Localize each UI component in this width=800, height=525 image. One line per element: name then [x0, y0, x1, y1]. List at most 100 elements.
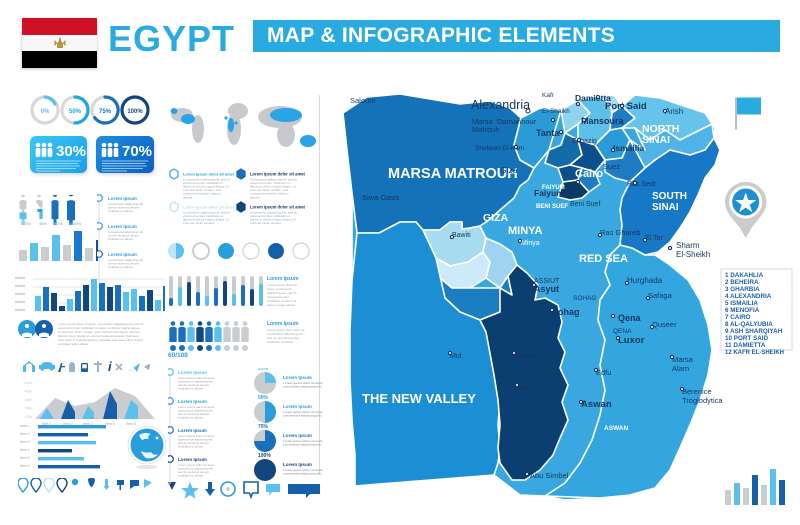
svg-text:300k: 300k [25, 398, 33, 402]
svg-text:Lorem Ipsum: Lorem Ipsum [178, 428, 207, 433]
svg-text:72%: 72% [55, 221, 63, 225]
svg-text:enim ad minim veniam.: enim ad minim veniam. [250, 221, 282, 225]
svg-text:NORTH: NORTH [642, 123, 679, 135]
svg-text:75%: 75% [99, 109, 112, 115]
svg-text:GIZA: GIZA [483, 212, 508, 224]
svg-text:6 MENOFIA: 6 MENOFIA [725, 307, 760, 314]
svg-text:Asyut: Asyut [534, 284, 559, 294]
svg-text:Luxor: Luxor [618, 335, 645, 346]
svg-text:dolore magna aliqua.: dolore magna aliqua. [267, 303, 296, 307]
svg-text:incididunt ut labore.: incididunt ut labore. [178, 445, 204, 449]
svg-text:Lorem Ipsum: Lorem Ipsum [178, 370, 207, 375]
svg-text:consectetur adipiscing elit.: consectetur adipiscing elit. [283, 443, 322, 447]
svg-text:Kharga: Kharga [514, 353, 537, 360]
svg-text:10 PORT SAID: 10 PORT SAID [725, 335, 768, 342]
svg-text:Sharm: Sharm [676, 241, 700, 250]
svg-text:incididunt ut labore.: incididunt ut labore. [108, 265, 134, 269]
svg-text:SINAI: SINAI [652, 202, 679, 213]
svg-text:Berenice: Berenice [682, 387, 712, 396]
svg-text:Baris: Baris [517, 385, 533, 392]
svg-text:Troglodytica: Troglodytica [682, 396, 723, 405]
svg-text:consectetur adipiscing elit.: consectetur adipiscing elit. [283, 414, 322, 418]
svg-text:Lorem Ipsum: Lorem Ipsum [283, 462, 312, 467]
svg-text:Aswan: Aswan [581, 399, 612, 410]
svg-text:7 CAIRO: 7 CAIRO [725, 314, 751, 321]
svg-text:i: i [108, 359, 112, 374]
svg-text:Lorem Ipsum: Lorem Ipsum [108, 252, 137, 257]
svg-text:Item 4: Item 4 [20, 448, 30, 452]
svg-text:incididunt ut labore.: incididunt ut labore. [178, 416, 204, 420]
svg-text:Ras Ghareb: Ras Ghareb [600, 228, 640, 237]
svg-text:46%: 46% [39, 221, 47, 225]
svg-text:Item 1: Item 1 [20, 425, 30, 428]
svg-text:8 AL-QALYUBIA: 8 AL-QALYUBIA [725, 321, 773, 328]
svg-text:laboris.: laboris. [183, 195, 193, 199]
svg-text:MARSA MATROUH: MARSA MATROUH [388, 166, 518, 182]
svg-text:Item 6: Item 6 [20, 464, 30, 468]
svg-text:Ismailia: Ismailia [613, 143, 644, 153]
svg-text:100%: 100% [127, 109, 143, 115]
svg-text:70%: 70% [122, 143, 152, 160]
svg-text:11 DAMIETTA: 11 DAMIETTA [725, 342, 766, 349]
svg-text:5 ISMAILIA: 5 ISMAILIA [725, 300, 758, 307]
svg-text:Edfu: Edfu [596, 368, 611, 377]
svg-text:Item 2: Item 2 [20, 432, 30, 436]
svg-text:9 ASH SHARQIYAH: 9 ASH SHARQIYAH [725, 328, 783, 335]
svg-text:Lorem Ipsum: Lorem Ipsum [267, 276, 299, 282]
svg-text:Lorem Ipsum: Lorem Ipsum [283, 375, 312, 380]
svg-text:incididunt ut labore.: incididunt ut labore. [178, 474, 204, 478]
svg-text:SINAI: SINAI [642, 134, 670, 146]
svg-text:Shebeen El-Kom: Shebeen El-Kom [475, 145, 524, 152]
svg-text:QENA: QENA [613, 328, 632, 335]
svg-text:consectetur adipiscing elit.: consectetur adipiscing elit. [283, 385, 322, 389]
svg-text:incididunt ut labore.: incididunt ut labore. [267, 340, 294, 344]
svg-text:Lorem Ipsum dolor sit amet: Lorem Ipsum dolor sit amet [250, 205, 306, 210]
svg-text:200k: 200k [25, 407, 33, 411]
svg-text:Lorem Ipsum: Lorem Ipsum [283, 404, 312, 409]
svg-text:Matrouh: Matrouh [472, 125, 500, 134]
svg-text:Lorem Ipsum: Lorem Ipsum [267, 321, 299, 327]
svg-text:RED SEA: RED SEA [579, 253, 628, 265]
svg-text:23%: 23% [23, 221, 31, 225]
svg-text:Port Said: Port Said [605, 101, 647, 112]
svg-text:Siwa Oasis: Siwa Oasis [362, 193, 400, 202]
svg-text:Faiyum: Faiyum [534, 188, 564, 198]
svg-text:El-Sheikh: El-Sheikh [676, 250, 710, 259]
svg-text:Alam: Alam [672, 364, 689, 373]
svg-text:Giza: Giza [500, 165, 518, 175]
svg-text:El-Shaikh: El-Shaikh [542, 108, 570, 115]
svg-text:Ras Sedr: Ras Sedr [627, 181, 657, 188]
svg-text:100%: 100% [258, 453, 271, 459]
svg-text:FAIYUM: FAIYUM [542, 185, 565, 191]
svg-text:Lorem Ipsum: Lorem Ipsum [178, 457, 207, 462]
svg-text:400k: 400k [25, 390, 33, 394]
svg-text:Lorem Ipsum: Lorem Ipsum [283, 433, 312, 438]
svg-text:500k: 500k [25, 382, 33, 385]
svg-text:Lorem Ipsum dolor sit amet: Lorem Ipsum dolor sit amet [183, 172, 235, 177]
svg-text:Saloum: Saloum [350, 96, 375, 105]
svg-text:Bawiti: Bawiti [452, 232, 471, 239]
svg-text:4 ALEXANDRIA: 4 ALEXANDRIA [725, 293, 772, 300]
svg-text:Arish: Arish [665, 107, 683, 116]
svg-text:ASWAN: ASWAN [604, 425, 629, 432]
svg-text:consectetur adipiscing elit.: consectetur adipiscing elit. [283, 472, 322, 476]
svg-text:Lorem Ipsum: Lorem Ipsum [108, 224, 137, 229]
svg-text:eu fugiat nulla pariatur.: eu fugiat nulla pariatur. [58, 342, 89, 346]
svg-text:incididunt ut labore.: incididunt ut labore. [178, 387, 204, 391]
svg-text:100%: 100% [71, 221, 82, 225]
svg-text:Alexandria: Alexandria [471, 98, 530, 112]
svg-text:Tanta: Tanta [536, 128, 560, 138]
svg-text:Item 3: Item 3 [20, 440, 30, 444]
svg-text:Mut: Mut [450, 353, 462, 360]
svg-text:Damanhour: Damanhour [497, 117, 537, 126]
svg-text:incididunt ut labore.: incididunt ut labore. [108, 209, 134, 213]
svg-text:Quseer: Quseer [652, 320, 677, 329]
svg-text:Beni Suef: Beni Suef [570, 201, 600, 208]
svg-text:Marsa: Marsa [472, 117, 494, 126]
svg-text:Mansoura: Mansoura [581, 116, 625, 126]
svg-text:Abu Simbel: Abu Simbel [530, 471, 569, 480]
svg-text:SOHAG: SOHAG [573, 295, 596, 302]
svg-text:50%: 50% [258, 395, 269, 401]
svg-text:Hurghada: Hurghada [627, 276, 663, 285]
svg-text:Lorem Ipsum: Lorem Ipsum [178, 399, 207, 404]
